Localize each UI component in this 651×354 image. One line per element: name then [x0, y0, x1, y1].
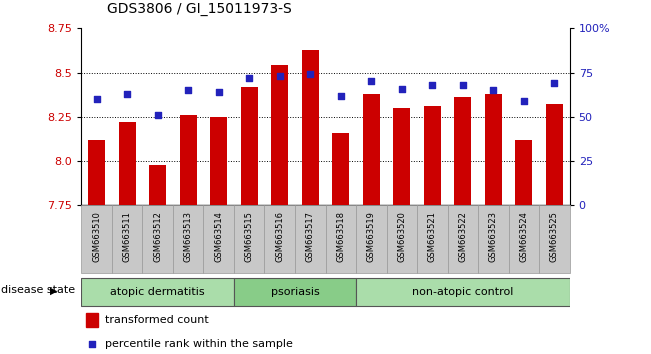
Bar [417, 205, 448, 273]
Point [305, 72, 316, 77]
Bar [326, 205, 356, 273]
Bar [295, 205, 326, 273]
Text: GSM663520: GSM663520 [397, 211, 406, 262]
Text: GSM663522: GSM663522 [458, 211, 467, 262]
Point [152, 112, 163, 118]
Text: GSM663518: GSM663518 [337, 211, 345, 262]
Text: GSM663512: GSM663512 [153, 211, 162, 262]
Bar [143, 205, 173, 273]
Text: GSM663515: GSM663515 [245, 211, 254, 262]
Point [549, 80, 560, 86]
Text: GSM663511: GSM663511 [122, 211, 132, 262]
Bar [234, 278, 356, 306]
Bar [478, 205, 508, 273]
Point [183, 87, 193, 93]
Bar [210, 117, 227, 205]
Bar [118, 122, 135, 205]
Bar [149, 165, 166, 205]
Text: GSM663514: GSM663514 [214, 211, 223, 262]
Text: GSM663519: GSM663519 [367, 211, 376, 262]
Point [458, 82, 468, 88]
Text: GSM663525: GSM663525 [550, 211, 559, 262]
Text: GSM663517: GSM663517 [306, 211, 314, 262]
Bar [264, 205, 295, 273]
Bar [112, 205, 143, 273]
Point [396, 86, 407, 91]
Text: atopic dermatitis: atopic dermatitis [111, 287, 205, 297]
Point [335, 93, 346, 98]
Point [214, 89, 224, 95]
Point [275, 73, 285, 79]
Bar [81, 205, 112, 273]
Bar [333, 133, 349, 205]
Bar [387, 205, 417, 273]
Text: GSM663513: GSM663513 [184, 211, 193, 262]
Text: GSM663521: GSM663521 [428, 211, 437, 262]
Bar [356, 278, 570, 306]
Bar [173, 205, 203, 273]
Point [91, 96, 102, 102]
Point [366, 79, 376, 84]
Point [427, 82, 437, 88]
Bar [393, 108, 410, 205]
Bar [89, 140, 105, 205]
Bar [539, 205, 570, 273]
Point [87, 341, 98, 347]
Bar [302, 50, 318, 205]
Point [519, 98, 529, 104]
Bar [86, 313, 98, 327]
Bar [180, 115, 197, 205]
Bar [454, 97, 471, 205]
Text: non-atopic control: non-atopic control [412, 287, 514, 297]
Text: GDS3806 / GI_15011973-S: GDS3806 / GI_15011973-S [107, 2, 292, 16]
Text: GSM663523: GSM663523 [489, 211, 498, 262]
Bar [241, 87, 258, 205]
Text: ▶: ▶ [49, 285, 57, 296]
Bar [546, 104, 562, 205]
Text: percentile rank within the sample: percentile rank within the sample [105, 339, 293, 349]
Text: GSM663516: GSM663516 [275, 211, 284, 262]
Bar [485, 94, 502, 205]
Text: psoriasis: psoriasis [271, 287, 320, 297]
Text: GSM663524: GSM663524 [519, 211, 529, 262]
Text: GSM663510: GSM663510 [92, 211, 101, 262]
Text: disease state: disease state [1, 285, 75, 296]
Bar [508, 205, 539, 273]
Bar [203, 205, 234, 273]
Bar [356, 205, 387, 273]
Bar [424, 106, 441, 205]
Point [488, 87, 499, 93]
Bar [234, 205, 264, 273]
Bar [81, 278, 234, 306]
Text: transformed count: transformed count [105, 315, 208, 325]
Point [244, 75, 255, 81]
Point [122, 91, 132, 97]
Bar [516, 140, 533, 205]
Bar [363, 94, 380, 205]
Bar [271, 65, 288, 205]
Bar [448, 205, 478, 273]
